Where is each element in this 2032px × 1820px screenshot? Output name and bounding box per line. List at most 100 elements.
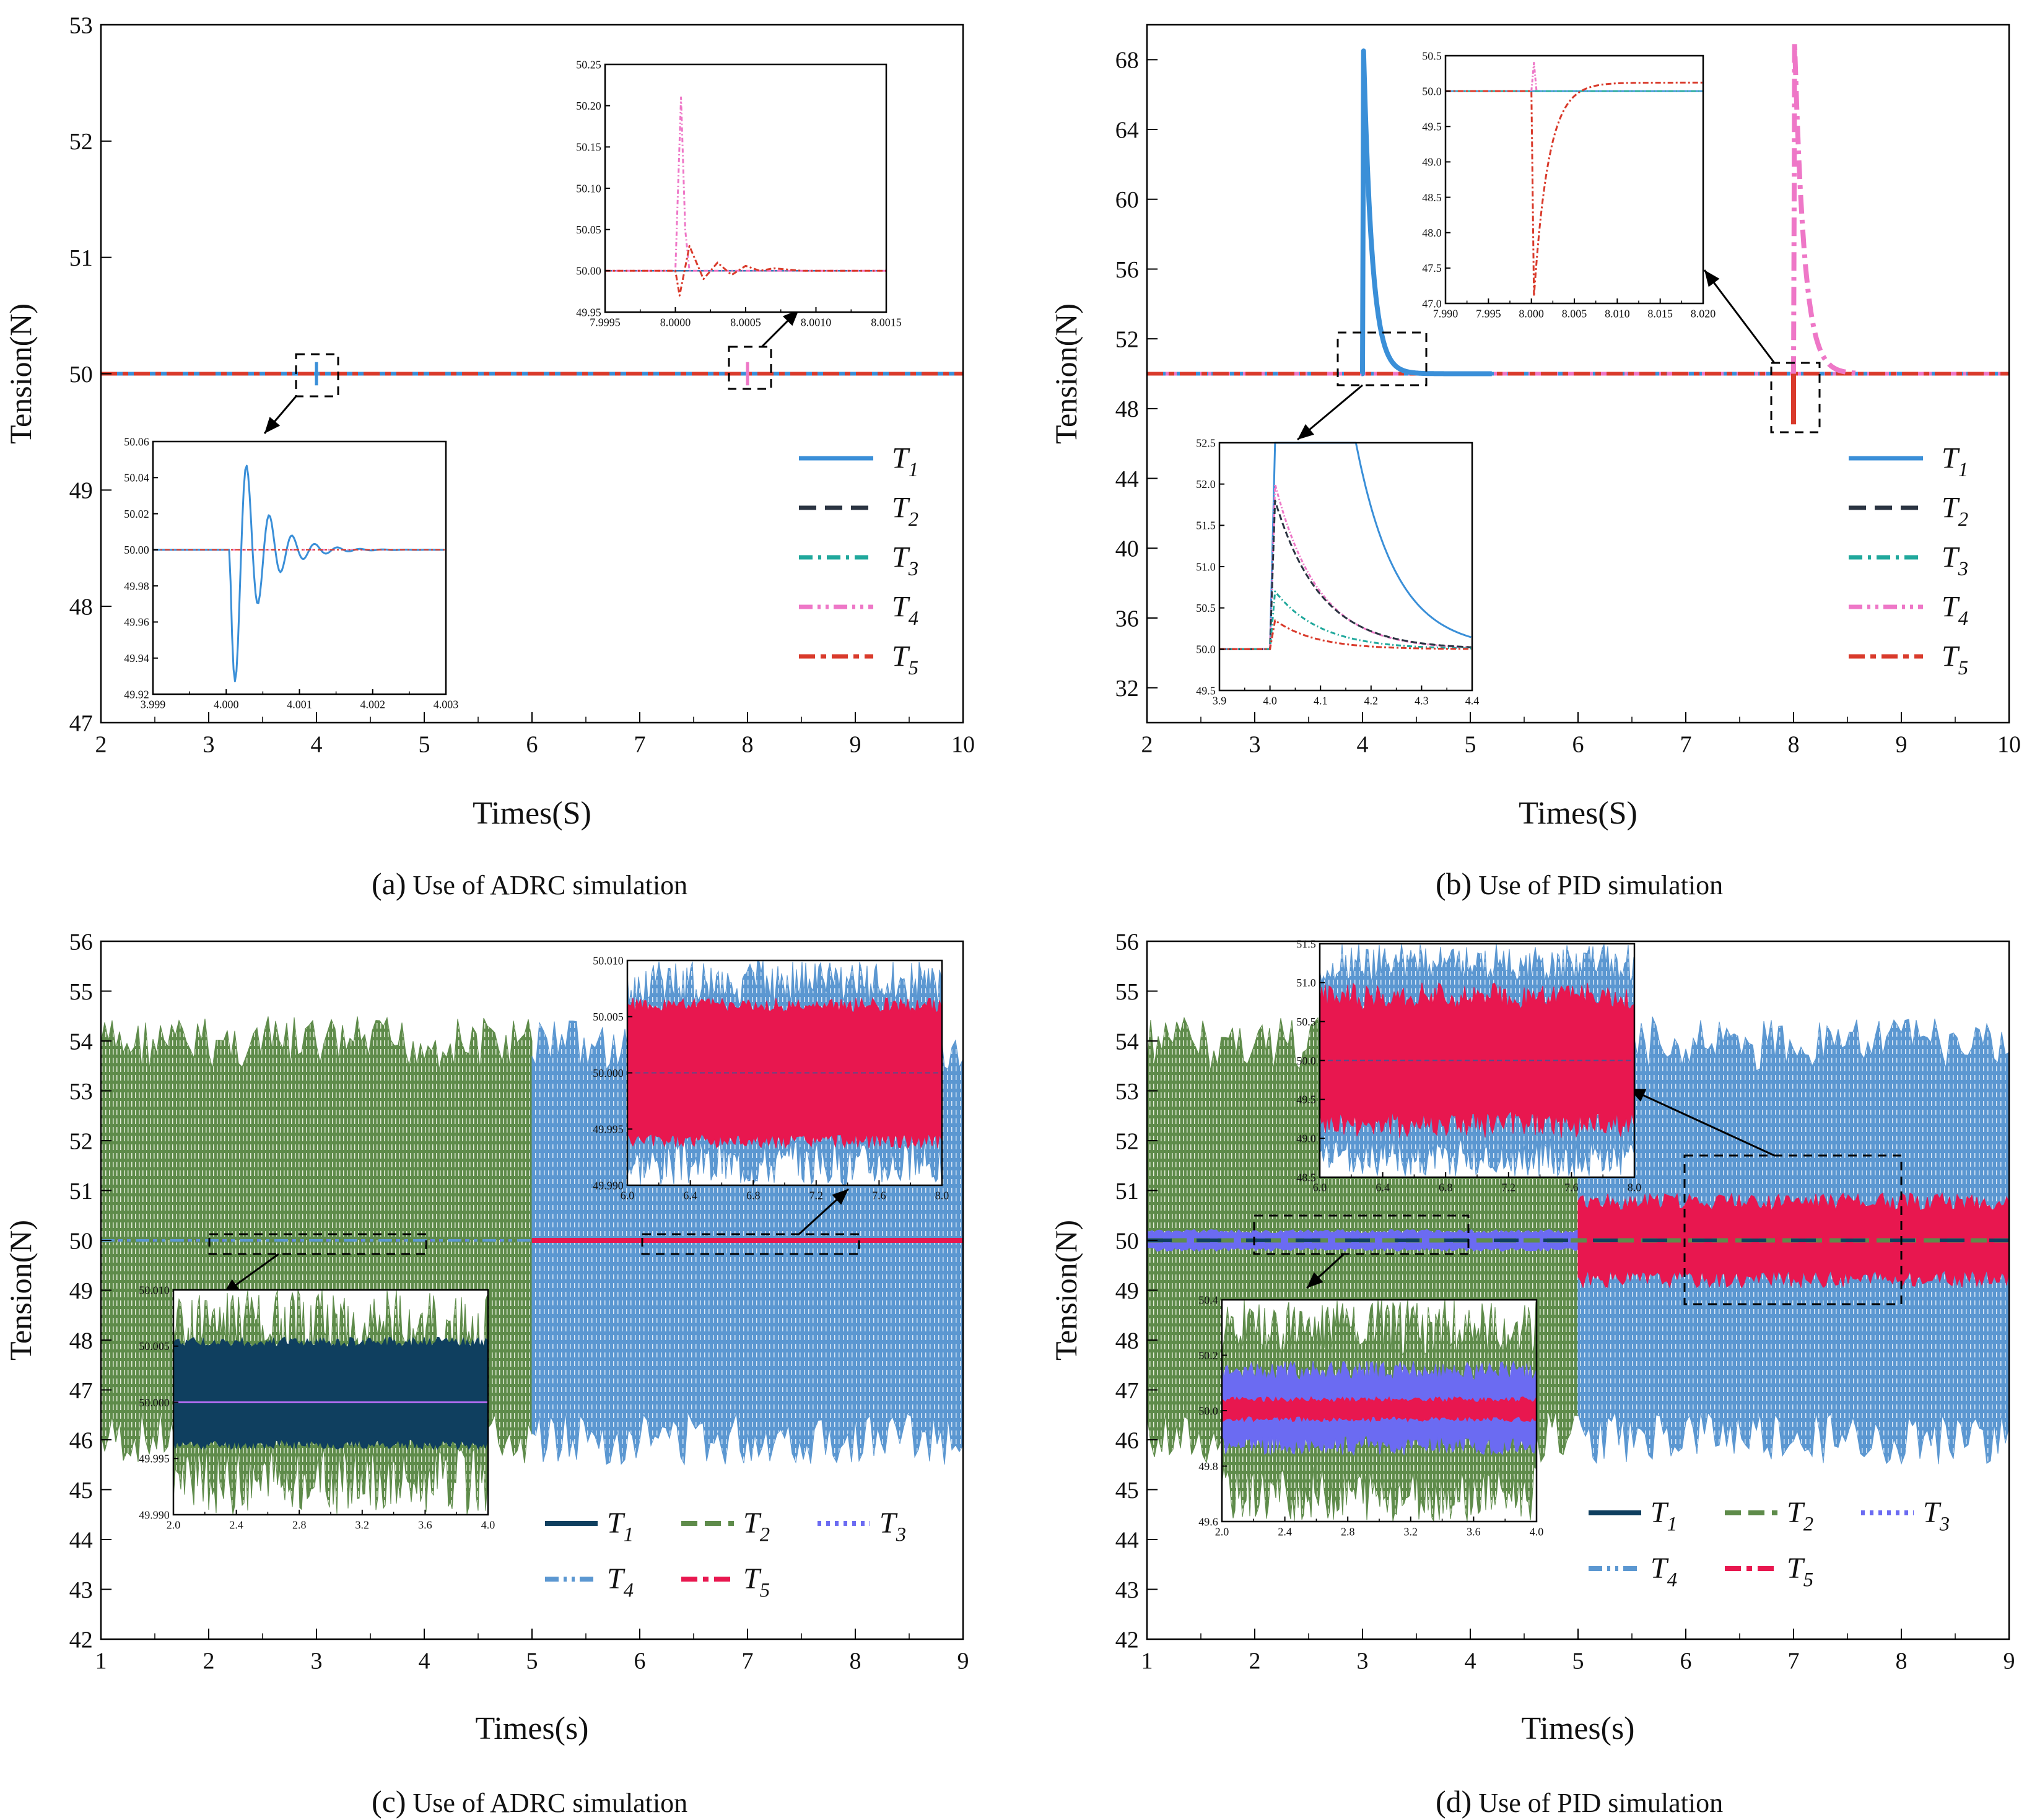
legend-t4-label: T4 (892, 590, 918, 629)
legend-t1-label-letter: T (892, 442, 910, 474)
legend-item-t2: T2 (681, 1507, 770, 1546)
x-tick-label: 9 (2004, 1648, 2015, 1674)
y-tick-label: 46 (69, 1427, 93, 1453)
y-tick-label: 50.000 (593, 1067, 624, 1079)
legend-item-t3: T3 (818, 1507, 906, 1546)
x-tick-label: 7.990 (1433, 308, 1459, 320)
legend-t5-label-letter: T (1942, 640, 1960, 673)
y-tick-label: 43 (69, 1577, 93, 1603)
y-tick-label: 49.5 (1196, 684, 1216, 697)
y-tick-label: 49.0 (1296, 1132, 1316, 1144)
y-tick-label: 52 (1115, 326, 1139, 352)
legend-t2-label-subscript: 2 (1958, 508, 1968, 531)
legend-t5-label-subscript: 5 (909, 657, 918, 679)
y-tick-label: 50.06 (124, 435, 149, 448)
y-tick-label: 51 (1115, 1178, 1139, 1204)
arrow-head (1307, 1272, 1323, 1288)
x-tick-label: 4.0 (1263, 695, 1277, 707)
legend-item-t4: T4 (799, 590, 918, 630)
y-tick-label: 49.995 (139, 1453, 170, 1465)
legend-item-t1: T1 (1589, 1496, 1677, 1535)
legend-t5-label: T5 (1787, 1552, 1813, 1591)
x-tick-label: 8.0000 (660, 316, 691, 329)
legend-item-t2: T2 (1849, 491, 1968, 531)
x-tick-label: 4 (1357, 732, 1369, 758)
x-tick-label: 6 (634, 1648, 646, 1674)
legend-t2-label: T2 (892, 491, 918, 530)
y-tick-label: 50.010 (139, 1284, 170, 1296)
zoom-arrow-4s (263, 396, 297, 434)
y-tick-label: 50.0 (1296, 1055, 1316, 1067)
x-tick-label: 5 (419, 732, 430, 758)
legend-t3-label-letter: T (1942, 541, 1960, 573)
x-tick-label: 4.2 (1364, 695, 1379, 707)
legend-t3-label: T3 (1923, 1496, 1950, 1535)
y-tick-label: 49.0 (1422, 156, 1442, 168)
legend-t2-label-letter: T (1942, 491, 1960, 524)
y-tick-label: 50.10 (576, 182, 601, 194)
x-tick-label: 2.8 (292, 1519, 307, 1531)
y-tick-label: 47 (1115, 1378, 1139, 1404)
x-tick-label: 8.005 (1562, 308, 1587, 320)
y-tick-label: 51.5 (1196, 520, 1216, 532)
y-tick-label: 44 (69, 1527, 93, 1553)
arrow-head (782, 310, 799, 326)
legend-bg (1579, 1491, 2007, 1615)
y-tick-label: 53 (69, 1079, 93, 1105)
y-tick-label: 50.15 (576, 141, 601, 154)
legend-t2-label-letter: T (1787, 1496, 1805, 1529)
x-tick-label: 8 (742, 732, 754, 758)
x-tick-label: 8.0015 (871, 316, 902, 329)
y-tick-label: 47.5 (1422, 262, 1442, 274)
x-tick-label: 2.4 (1278, 1526, 1292, 1538)
y-tick-label: 32 (1115, 676, 1139, 702)
y-tick-label: 43 (1115, 1577, 1139, 1603)
y-tick-label: 54 (1115, 1029, 1139, 1055)
plot-frame (1319, 943, 1636, 1178)
legend-t3-label-letter: T (879, 1507, 898, 1539)
plot-frame (1146, 940, 2010, 1640)
legend-t4-label-subscript: 4 (1667, 1569, 1677, 1591)
y-tick-label: 49.995 (593, 1123, 624, 1136)
y-tick-label: 49 (69, 478, 93, 504)
inset-6-8s (627, 960, 942, 1186)
y-tick-label: 60 (1115, 187, 1139, 213)
x-tick-label: 7 (1680, 732, 1692, 758)
legend-t2-label-letter: T (892, 491, 910, 524)
legend-t4-label-subscript: 4 (909, 607, 918, 630)
y-axis-label: Tension(N) (3, 1220, 38, 1361)
y-tick-label: 52 (1115, 1128, 1139, 1154)
legend-t2-label-letter: T (743, 1507, 762, 1539)
legend-item-t4: T4 (1849, 590, 1968, 630)
legend-item-t1: T1 (545, 1507, 634, 1546)
inset-8s-axes: 7.9995 8.0000 8.0005 8.0010 8.0015 49.95 50.00… (576, 58, 902, 328)
x-tick-label: 2 (1249, 1648, 1261, 1674)
arrow-head (1297, 424, 1314, 440)
legend-t2-label: T2 (743, 1507, 770, 1546)
x-tick-label: 4 (1465, 1648, 1476, 1674)
legend-item-t3: T3 (1849, 541, 1968, 580)
inset-6-8s-axes: 6.0 6.4 6.8 7.2 7.6 8.0 48.5 49.0 49.5 50.0 50.5 51… (1296, 938, 1641, 1193)
legend-t5-label: T5 (1942, 640, 1968, 679)
legend-t5-label-letter: T (892, 640, 910, 673)
legend-t2-label: T2 (1942, 491, 1968, 530)
x-tick-label: 3 (1357, 1648, 1369, 1674)
x-tick-label: 6.8 (746, 1190, 761, 1202)
legend-item-t4: T4 (1589, 1552, 1677, 1591)
x-tick-label: 2.0 (1215, 1526, 1229, 1538)
y-tick-label: 55 (69, 979, 93, 1005)
legend-t4-label: T4 (607, 1562, 634, 1601)
y-tick-label: 50.4 (1198, 1294, 1218, 1306)
x-tick-label: 10 (951, 732, 975, 758)
y-tick-label: 50.20 (576, 100, 601, 112)
y-axis-label: Tension(N) (1049, 1220, 1083, 1361)
inset-4s-axes: 3.999 4.000 4.001 4.002 4.003 49.92 49.94 49.96… (124, 435, 458, 710)
caption-a-label: (a) (372, 866, 406, 901)
y-tick-label: 44 (1115, 1527, 1139, 1553)
caption-a-text: Use of ADRC simulation (412, 870, 688, 900)
legend-t4-label-letter: T (1942, 590, 1960, 623)
y-tick-label: 48 (1115, 1328, 1139, 1354)
